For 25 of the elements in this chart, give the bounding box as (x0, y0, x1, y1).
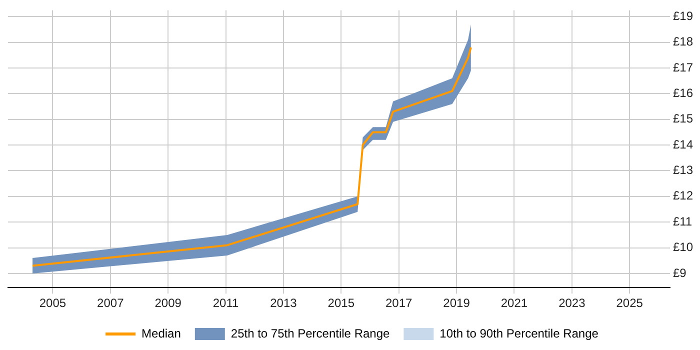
y-tick-label: £15 (672, 112, 694, 126)
x-tick-label: 2025 (616, 296, 644, 310)
y-tick-label: £14 (672, 137, 694, 152)
y-tick-label: £16 (672, 86, 694, 100)
x-tick-label: 2023 (558, 296, 586, 310)
legend-label: Median (142, 326, 181, 340)
x-tick-label: 2007 (97, 296, 124, 310)
y-tick-label: £11 (672, 214, 692, 228)
x-tick-label: 2009 (154, 296, 182, 310)
y-tick-label: £12 (672, 188, 694, 203)
y-tick-label: £18 (672, 34, 694, 49)
legend-label: 10th to 90th Percentile Range (440, 326, 599, 340)
y-tick-label: £10 (672, 240, 694, 254)
x-tick-label: 2019 (443, 296, 470, 310)
y-tick-label: £9 (672, 266, 687, 280)
y-tick-label: £19 (672, 8, 694, 23)
x-tick-label: 2015 (328, 296, 355, 310)
y-tick-label: £13 (672, 163, 694, 178)
x-tick-label: 2005 (39, 296, 66, 310)
x-tick-label: 2017 (385, 296, 413, 310)
x-tick-label: 2013 (270, 296, 298, 310)
x-tick-label: 2021 (500, 296, 528, 310)
legend-label: 25th to 75th Percentile Range (230, 326, 390, 340)
y-tick-label: £17 (672, 60, 694, 74)
x-tick-label: 2011 (212, 296, 239, 310)
